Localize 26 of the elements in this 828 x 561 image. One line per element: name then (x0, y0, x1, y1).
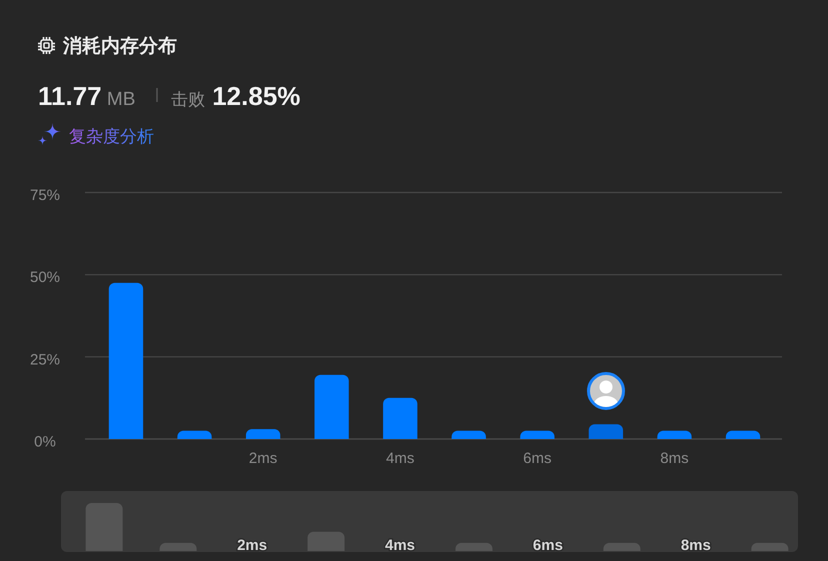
y-tick-label: 0% (34, 434, 56, 450)
text: 复杂度分析 (69, 127, 154, 146)
x-tick-label: 8ms (680, 537, 711, 554)
x-tick-label: 4ms (386, 450, 414, 467)
bar (588, 424, 624, 439)
y-tick-label: 75% (30, 187, 60, 204)
x-tick-label: 4ms (385, 537, 416, 554)
bar (246, 429, 280, 439)
bar (520, 430, 554, 439)
bar (108, 282, 144, 439)
x-tick-label: 8ms (660, 450, 689, 467)
chart-title: 消耗内存分布 (62, 35, 177, 57)
bar (452, 430, 486, 439)
bar (726, 430, 760, 439)
y-tick-label: 50% (30, 269, 60, 286)
x-tick-label: 2ms (237, 537, 268, 554)
x-tick-label: 6ms (523, 450, 552, 467)
x-tick-label: 6ms (532, 537, 563, 554)
x-tick-label: 2ms (248, 450, 278, 467)
bar (177, 430, 212, 439)
y-tick-label: 25% (30, 351, 60, 368)
bar (657, 430, 692, 439)
bar (383, 398, 418, 439)
text: 11.77 MB (38, 81, 136, 111)
text: 击败 12.85% (171, 81, 300, 111)
bar (314, 374, 349, 439)
